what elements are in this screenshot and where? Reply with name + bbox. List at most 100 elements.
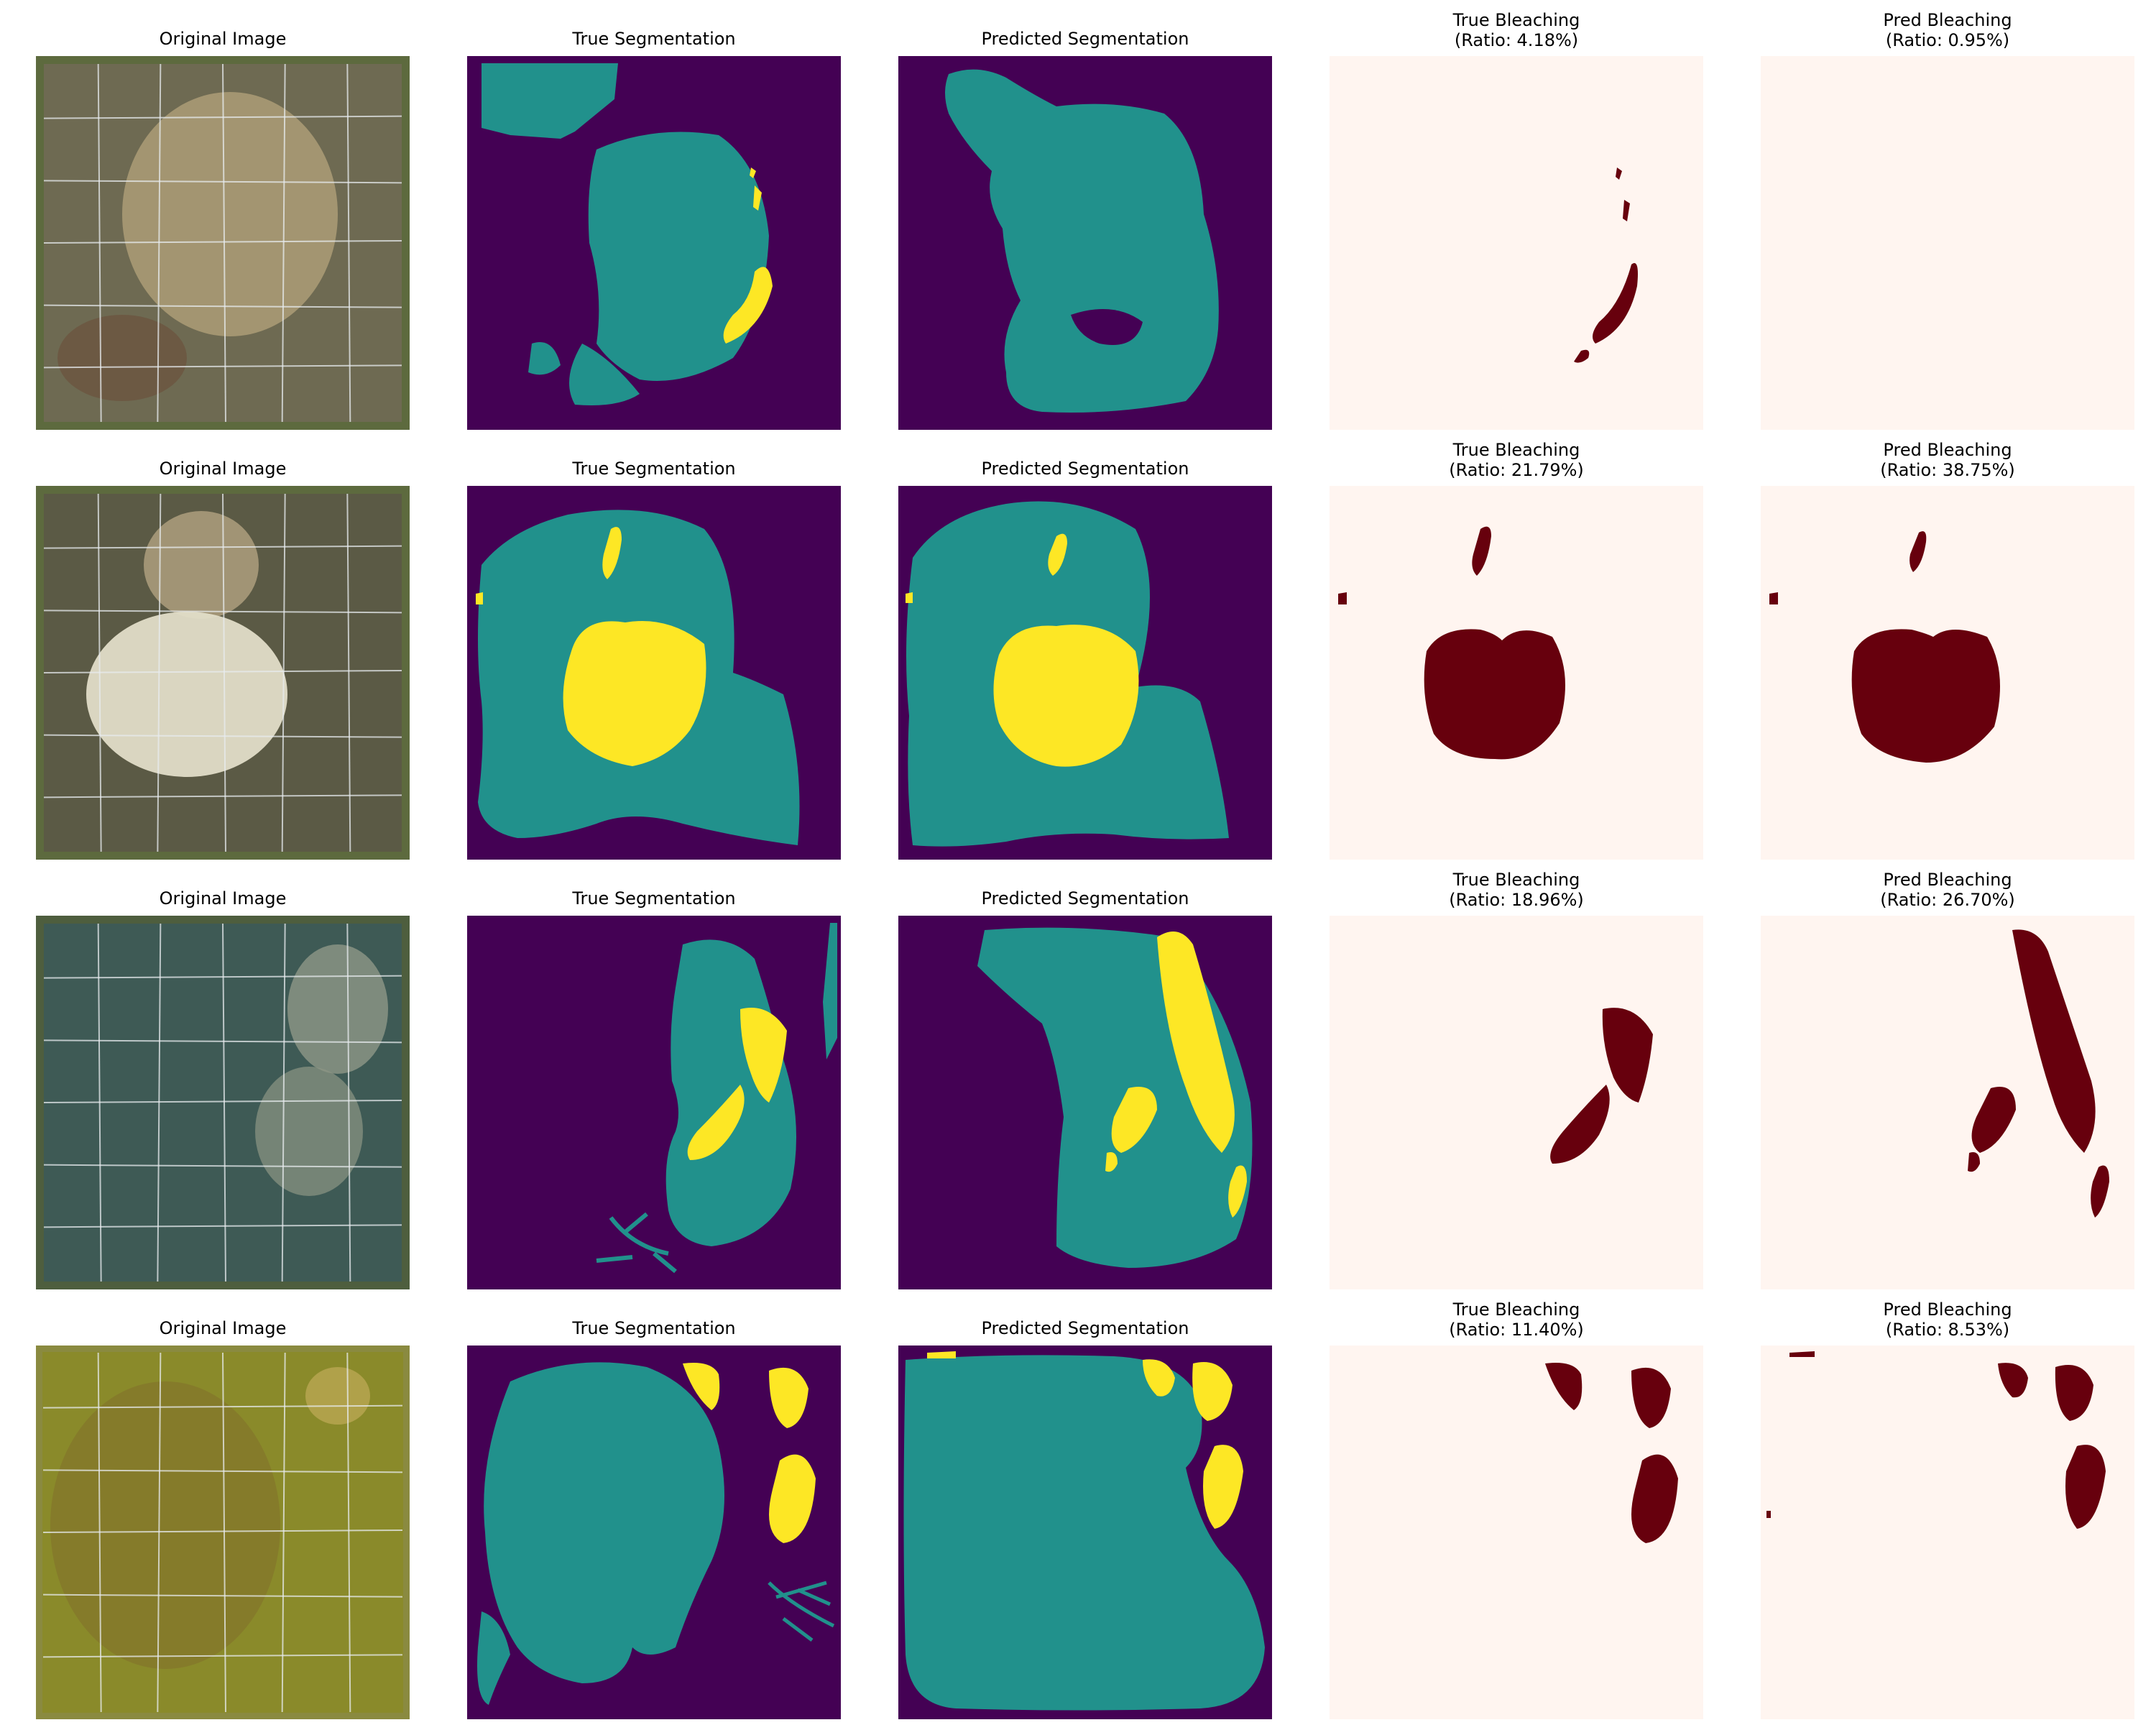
bleach-mask bbox=[1574, 349, 1590, 363]
original-image-row2 bbox=[36, 486, 410, 860]
panel-title: True Bleaching (Ratio: 11.40%) bbox=[1330, 1300, 1703, 1340]
pred-bleaching-row3 bbox=[1761, 916, 2134, 1289]
seg-bleached bbox=[602, 527, 622, 579]
bleach-mask bbox=[2012, 929, 2096, 1153]
seg-coral bbox=[477, 1611, 510, 1705]
original-image-panel bbox=[36, 1346, 410, 1719]
true-bleaching-panel bbox=[1330, 486, 1703, 860]
grid-line bbox=[42, 1224, 403, 1228]
pred-bleaching-row4 bbox=[1761, 1346, 2134, 1719]
grid-line bbox=[222, 1352, 226, 1713]
bleach-background bbox=[1330, 56, 1703, 430]
seg-coral-branches bbox=[768, 1581, 835, 1642]
seg-coral bbox=[484, 1362, 724, 1683]
grid-line bbox=[42, 1469, 403, 1473]
seg-coral bbox=[528, 342, 561, 375]
bleach-mask bbox=[1968, 1152, 1980, 1172]
panel-title-text: Pred Bleaching bbox=[1883, 870, 2012, 890]
grid-line bbox=[346, 492, 351, 853]
true-bleaching-row3 bbox=[1330, 916, 1703, 1289]
seg-bleached bbox=[723, 267, 773, 344]
seg-bleached bbox=[993, 625, 1139, 767]
seg-bleached bbox=[1105, 1152, 1118, 1172]
quadrat-grid bbox=[42, 63, 403, 423]
predicted-segmentation-row4 bbox=[898, 1346, 1272, 1719]
grid-line bbox=[281, 1352, 286, 1713]
seg-bleached bbox=[740, 1008, 787, 1103]
ratio-label: (Ratio: 0.95%) bbox=[1885, 30, 2010, 50]
panel-title-text: True Bleaching bbox=[1452, 10, 1580, 30]
true-bleaching-row2 bbox=[1330, 486, 1703, 860]
bleach-mask bbox=[2065, 1445, 2106, 1529]
bleach-mask bbox=[1602, 1008, 1653, 1103]
pred-bleaching-row2 bbox=[1761, 486, 2134, 860]
grid-line bbox=[346, 1352, 351, 1713]
bleach-mask bbox=[1998, 1363, 2028, 1398]
ratio-label: (Ratio: 4.18%) bbox=[1454, 30, 1579, 50]
true-segmentation-row4 bbox=[467, 1346, 841, 1719]
coral-colony bbox=[144, 511, 259, 619]
grid-line bbox=[42, 1164, 403, 1168]
bleach-mask bbox=[2055, 1365, 2093, 1421]
bleach-mask bbox=[1472, 526, 1491, 576]
predicted-segmentation-panel bbox=[898, 486, 1272, 860]
panel-title-text: Pred Bleaching bbox=[1883, 440, 2012, 460]
panel-title-text: Pred Bleaching bbox=[1883, 10, 2012, 30]
grid-line bbox=[42, 364, 403, 369]
seg-coral bbox=[823, 923, 837, 1059]
pred-bleaching-panel bbox=[1761, 486, 2134, 860]
seg-bleached bbox=[683, 1363, 720, 1410]
bleach-background bbox=[1761, 56, 2134, 430]
panel-title: Pred Bleaching (Ratio: 26.70%) bbox=[1761, 870, 2134, 910]
panel-title: True Segmentation bbox=[572, 1318, 736, 1338]
grid-line bbox=[222, 922, 226, 1283]
seg-background-hole bbox=[1071, 309, 1143, 345]
true-segmentation-panel bbox=[467, 56, 841, 430]
pred-bleaching-row1 bbox=[1761, 56, 2134, 430]
bleach-mask bbox=[2091, 1165, 2109, 1218]
seg-bleached bbox=[1111, 1087, 1157, 1153]
panel-title: True Bleaching (Ratio: 21.79%) bbox=[1330, 440, 1703, 480]
seg-bleached bbox=[1048, 533, 1067, 576]
bleach-mask bbox=[1424, 629, 1565, 760]
grid-line bbox=[42, 240, 403, 244]
seg-coral-branches bbox=[596, 1212, 677, 1274]
bleached-coral bbox=[86, 612, 287, 777]
seg-bleached bbox=[750, 167, 756, 178]
pred-bleaching-panel bbox=[1761, 56, 2134, 430]
panel-title: Original Image bbox=[159, 888, 287, 908]
seg-bleached bbox=[476, 592, 483, 604]
panel-title: True Segmentation bbox=[572, 888, 736, 908]
grid-line bbox=[42, 1530, 403, 1533]
pred-bleaching-panel bbox=[1761, 1346, 2134, 1719]
seg-bleached bbox=[927, 1351, 956, 1358]
seg-bleached bbox=[563, 621, 706, 766]
bleach-mask bbox=[1550, 1085, 1610, 1164]
panel-title-text: True Bleaching bbox=[1452, 870, 1580, 890]
grid-line bbox=[222, 492, 226, 853]
bleach-mask bbox=[1909, 531, 1927, 572]
predicted-segmentation-row2 bbox=[898, 486, 1272, 860]
original-image-row4 bbox=[36, 1346, 410, 1719]
panel-title: Pred Bleaching (Ratio: 8.53%) bbox=[1761, 1300, 2134, 1340]
panel-title: Original Image bbox=[159, 29, 287, 49]
true-segmentation-row2 bbox=[467, 486, 841, 860]
panel-title: True Segmentation bbox=[572, 459, 736, 479]
grid-line bbox=[42, 734, 403, 738]
grid-line bbox=[346, 63, 351, 423]
grid-line bbox=[281, 922, 286, 1283]
true-bleaching-panel bbox=[1330, 56, 1703, 430]
panel-title: True Segmentation bbox=[572, 29, 736, 49]
true-bleaching-panel bbox=[1330, 916, 1703, 1289]
grid-line bbox=[42, 304, 403, 308]
grid-line bbox=[42, 1100, 403, 1103]
bleach-mask bbox=[1593, 263, 1638, 344]
bleach-mask bbox=[1616, 167, 1622, 180]
grid-line bbox=[281, 63, 286, 423]
predicted-segmentation-row1 bbox=[898, 56, 1272, 430]
true-bleaching-panel bbox=[1330, 1346, 1703, 1719]
true-segmentation-panel bbox=[467, 486, 841, 860]
original-image-row1 bbox=[36, 56, 410, 430]
ratio-label: (Ratio: 26.70%) bbox=[1880, 890, 2015, 910]
